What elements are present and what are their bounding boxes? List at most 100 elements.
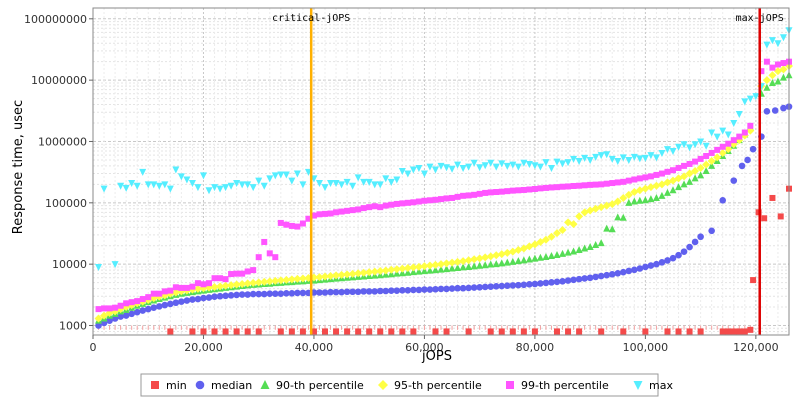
point-median xyxy=(448,285,456,292)
legend-label-max: max xyxy=(649,379,673,392)
point-95-th-percentile xyxy=(425,261,434,270)
point-99-th-percentile xyxy=(189,283,196,290)
point-median xyxy=(503,282,511,290)
point-median xyxy=(603,271,611,279)
point-99-th-percentile xyxy=(366,204,373,211)
point-max xyxy=(271,172,279,180)
point-min xyxy=(769,194,776,201)
point-95-th-percentile xyxy=(337,270,346,279)
point-median xyxy=(371,288,379,295)
point-95-th-percentile xyxy=(193,284,202,293)
marker-label-critical: critical-jOPS xyxy=(272,13,350,24)
point-median xyxy=(189,296,196,303)
point-max xyxy=(393,176,401,184)
point-95-th-percentile xyxy=(376,266,385,275)
point-max xyxy=(249,184,257,192)
point-max xyxy=(299,181,307,189)
point-max xyxy=(658,149,666,157)
point-95-th-percentile xyxy=(343,270,352,279)
y-tick-label: 1000000 xyxy=(38,135,87,148)
point-median xyxy=(211,293,218,300)
point-95-th-percentile xyxy=(602,201,611,210)
point-max xyxy=(133,182,141,190)
point-99-th-percentile xyxy=(460,192,467,199)
point-99-th-percentile xyxy=(454,193,461,200)
point-95-th-percentile xyxy=(370,267,379,276)
point-max xyxy=(686,144,694,152)
point-99-th-percentile xyxy=(426,197,433,204)
point-90-th-percentile xyxy=(437,265,445,273)
point-max xyxy=(592,153,600,161)
point-99-th-percentile xyxy=(565,183,572,190)
point-median xyxy=(150,304,158,312)
point-median xyxy=(238,291,246,298)
point-99-th-percentile xyxy=(305,215,312,222)
point-95-th-percentile xyxy=(680,172,689,181)
point-median xyxy=(481,283,489,291)
point-99-th-percentile xyxy=(642,174,649,181)
point-median xyxy=(216,292,224,300)
legend: min median 90-th percentile 95-th percentil… xyxy=(140,373,673,397)
point-median xyxy=(498,282,506,290)
point-95-th-percentile xyxy=(696,163,705,172)
point-90-th-percentile xyxy=(531,254,539,262)
marker-lines: critical-jOPS max-jOPS xyxy=(272,8,784,335)
point-median xyxy=(653,260,660,268)
point-99-th-percentile xyxy=(266,250,273,257)
point-95-th-percentile xyxy=(392,265,401,274)
point-max xyxy=(597,152,605,160)
point-95-th-percentile xyxy=(100,311,109,320)
point-median xyxy=(128,310,135,318)
point-99-th-percentile xyxy=(355,206,362,213)
point-max xyxy=(498,160,506,168)
legend-label-median: median xyxy=(211,379,252,392)
point-99-th-percentile xyxy=(310,212,317,219)
point-median xyxy=(738,162,746,170)
point-99-th-percentile xyxy=(636,175,643,182)
point-95-th-percentile xyxy=(453,257,462,266)
point-max xyxy=(619,154,627,162)
point-median xyxy=(614,269,622,277)
point-median xyxy=(133,308,141,316)
point-min xyxy=(167,328,174,335)
point-min xyxy=(498,328,505,335)
point-95-th-percentile xyxy=(779,65,788,74)
point-median xyxy=(658,259,666,266)
point-90-th-percentile xyxy=(564,248,572,256)
point-median xyxy=(387,287,395,294)
point-max xyxy=(155,182,163,190)
point-95-th-percentile xyxy=(768,71,777,80)
point-min xyxy=(233,328,240,335)
point-90-th-percentile xyxy=(691,174,699,182)
point-max xyxy=(293,170,301,178)
point-min xyxy=(719,328,726,335)
point-max xyxy=(454,161,462,169)
point-max xyxy=(652,154,660,162)
point-max xyxy=(636,155,644,163)
point-99-th-percentile xyxy=(476,190,483,197)
point-90-th-percentile xyxy=(675,183,683,191)
point-median xyxy=(597,272,605,280)
point-max xyxy=(669,147,677,155)
point-90-th-percentile xyxy=(663,188,671,196)
point-99-th-percentile xyxy=(382,202,389,209)
point-95-th-percentile xyxy=(547,232,556,241)
point-95-th-percentile xyxy=(569,220,578,229)
point-95-th-percentile xyxy=(691,167,700,176)
point-max xyxy=(266,175,274,183)
point-median xyxy=(122,312,130,319)
point-99-th-percentile xyxy=(498,188,505,195)
point-max xyxy=(531,162,539,170)
point-99-th-percentile xyxy=(520,186,527,193)
point-max xyxy=(415,164,423,172)
point-median xyxy=(95,322,102,329)
point-median xyxy=(233,291,240,299)
point-90-th-percentile xyxy=(641,196,649,204)
point-median xyxy=(708,227,715,235)
point-max xyxy=(641,154,649,162)
series-median xyxy=(95,103,793,329)
point-median xyxy=(697,233,704,241)
point-median xyxy=(454,284,461,292)
legend-swatch-max xyxy=(633,381,643,390)
